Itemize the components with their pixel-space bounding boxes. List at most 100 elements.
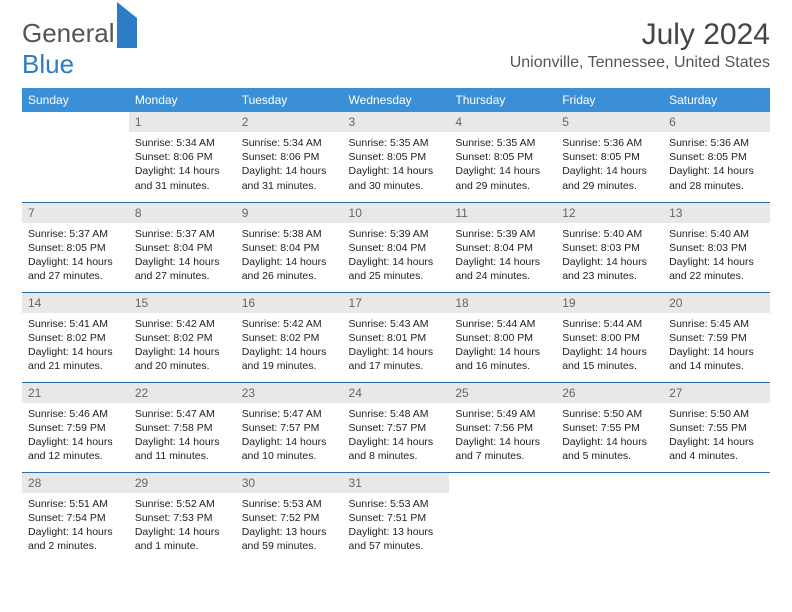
weekday-header: Wednesday xyxy=(343,88,450,112)
calendar-cell: 14Sunrise: 5:41 AMSunset: 8:02 PMDayligh… xyxy=(22,292,129,382)
calendar-cell xyxy=(449,472,556,562)
location: Unionville, Tennessee, United States xyxy=(510,54,770,72)
calendar-cell: 8Sunrise: 5:37 AMSunset: 8:04 PMDaylight… xyxy=(129,202,236,292)
calendar-cell: 6Sunrise: 5:36 AMSunset: 8:05 PMDaylight… xyxy=(663,112,770,202)
day-number: 20 xyxy=(663,293,770,313)
calendar-body: 1Sunrise: 5:34 AMSunset: 8:06 PMDaylight… xyxy=(22,112,770,562)
calendar-cell: 28Sunrise: 5:51 AMSunset: 7:54 PMDayligh… xyxy=(22,472,129,562)
day-details: Sunrise: 5:38 AMSunset: 8:04 PMDaylight:… xyxy=(236,223,343,290)
day-number: 14 xyxy=(22,293,129,313)
day-details: Sunrise: 5:36 AMSunset: 8:05 PMDaylight:… xyxy=(663,132,770,199)
day-details: Sunrise: 5:39 AMSunset: 8:04 PMDaylight:… xyxy=(449,223,556,290)
day-number: 2 xyxy=(236,112,343,132)
day-number: 6 xyxy=(663,112,770,132)
day-number: 26 xyxy=(556,383,663,403)
calendar-cell: 26Sunrise: 5:50 AMSunset: 7:55 PMDayligh… xyxy=(556,382,663,472)
calendar-row: 1Sunrise: 5:34 AMSunset: 8:06 PMDaylight… xyxy=(22,112,770,202)
logo-triangle-icon xyxy=(117,2,137,48)
day-details: Sunrise: 5:37 AMSunset: 8:04 PMDaylight:… xyxy=(129,223,236,290)
day-number: 29 xyxy=(129,473,236,493)
calendar-cell: 27Sunrise: 5:50 AMSunset: 7:55 PMDayligh… xyxy=(663,382,770,472)
calendar-cell: 2Sunrise: 5:34 AMSunset: 8:06 PMDaylight… xyxy=(236,112,343,202)
day-details: Sunrise: 5:36 AMSunset: 8:05 PMDaylight:… xyxy=(556,132,663,199)
calendar-cell: 3Sunrise: 5:35 AMSunset: 8:05 PMDaylight… xyxy=(343,112,450,202)
calendar-cell: 19Sunrise: 5:44 AMSunset: 8:00 PMDayligh… xyxy=(556,292,663,382)
day-details: Sunrise: 5:40 AMSunset: 8:03 PMDaylight:… xyxy=(663,223,770,290)
day-details: Sunrise: 5:45 AMSunset: 7:59 PMDaylight:… xyxy=(663,313,770,380)
day-number: 22 xyxy=(129,383,236,403)
day-details: Sunrise: 5:42 AMSunset: 8:02 PMDaylight:… xyxy=(236,313,343,380)
day-details: Sunrise: 5:34 AMSunset: 8:06 PMDaylight:… xyxy=(236,132,343,199)
logo: General Blue xyxy=(22,18,137,80)
day-details: Sunrise: 5:41 AMSunset: 8:02 PMDaylight:… xyxy=(22,313,129,380)
day-number: 11 xyxy=(449,203,556,223)
day-details: Sunrise: 5:47 AMSunset: 7:58 PMDaylight:… xyxy=(129,403,236,470)
calendar-cell xyxy=(22,112,129,202)
calendar-cell: 30Sunrise: 5:53 AMSunset: 7:52 PMDayligh… xyxy=(236,472,343,562)
weekday-header: Saturday xyxy=(663,88,770,112)
weekday-header: Sunday xyxy=(22,88,129,112)
day-details: Sunrise: 5:49 AMSunset: 7:56 PMDaylight:… xyxy=(449,403,556,470)
weekday-header: Monday xyxy=(129,88,236,112)
day-number: 27 xyxy=(663,383,770,403)
day-number: 7 xyxy=(22,203,129,223)
calendar-cell xyxy=(556,472,663,562)
header: General Blue July 2024 Unionville, Tenne… xyxy=(22,18,770,80)
calendar-cell: 9Sunrise: 5:38 AMSunset: 8:04 PMDaylight… xyxy=(236,202,343,292)
day-details: Sunrise: 5:53 AMSunset: 7:52 PMDaylight:… xyxy=(236,493,343,560)
day-number: 4 xyxy=(449,112,556,132)
weekday-header: Tuesday xyxy=(236,88,343,112)
logo-text-2: Blue xyxy=(22,49,74,79)
calendar-cell: 31Sunrise: 5:53 AMSunset: 7:51 PMDayligh… xyxy=(343,472,450,562)
day-number: 24 xyxy=(343,383,450,403)
day-number: 21 xyxy=(22,383,129,403)
calendar-row: 28Sunrise: 5:51 AMSunset: 7:54 PMDayligh… xyxy=(22,472,770,562)
calendar-row: 21Sunrise: 5:46 AMSunset: 7:59 PMDayligh… xyxy=(22,382,770,472)
calendar-cell: 7Sunrise: 5:37 AMSunset: 8:05 PMDaylight… xyxy=(22,202,129,292)
day-details: Sunrise: 5:51 AMSunset: 7:54 PMDaylight:… xyxy=(22,493,129,560)
calendar-cell: 22Sunrise: 5:47 AMSunset: 7:58 PMDayligh… xyxy=(129,382,236,472)
day-number: 18 xyxy=(449,293,556,313)
calendar-cell: 20Sunrise: 5:45 AMSunset: 7:59 PMDayligh… xyxy=(663,292,770,382)
calendar-cell: 12Sunrise: 5:40 AMSunset: 8:03 PMDayligh… xyxy=(556,202,663,292)
weekday-header-row: SundayMondayTuesdayWednesdayThursdayFrid… xyxy=(22,88,770,112)
day-details: Sunrise: 5:34 AMSunset: 8:06 PMDaylight:… xyxy=(129,132,236,199)
day-number: 31 xyxy=(343,473,450,493)
day-details: Sunrise: 5:43 AMSunset: 8:01 PMDaylight:… xyxy=(343,313,450,380)
day-details: Sunrise: 5:42 AMSunset: 8:02 PMDaylight:… xyxy=(129,313,236,380)
weekday-header: Friday xyxy=(556,88,663,112)
day-details: Sunrise: 5:35 AMSunset: 8:05 PMDaylight:… xyxy=(343,132,450,199)
day-details: Sunrise: 5:52 AMSunset: 7:53 PMDaylight:… xyxy=(129,493,236,560)
day-details: Sunrise: 5:50 AMSunset: 7:55 PMDaylight:… xyxy=(556,403,663,470)
day-details: Sunrise: 5:40 AMSunset: 8:03 PMDaylight:… xyxy=(556,223,663,290)
title-block: July 2024 Unionville, Tennessee, United … xyxy=(510,18,770,72)
calendar-cell: 11Sunrise: 5:39 AMSunset: 8:04 PMDayligh… xyxy=(449,202,556,292)
day-number: 12 xyxy=(556,203,663,223)
calendar-cell: 10Sunrise: 5:39 AMSunset: 8:04 PMDayligh… xyxy=(343,202,450,292)
day-number: 5 xyxy=(556,112,663,132)
day-details: Sunrise: 5:44 AMSunset: 8:00 PMDaylight:… xyxy=(556,313,663,380)
day-number: 9 xyxy=(236,203,343,223)
calendar-cell: 1Sunrise: 5:34 AMSunset: 8:06 PMDaylight… xyxy=(129,112,236,202)
calendar-cell: 15Sunrise: 5:42 AMSunset: 8:02 PMDayligh… xyxy=(129,292,236,382)
calendar-cell: 18Sunrise: 5:44 AMSunset: 8:00 PMDayligh… xyxy=(449,292,556,382)
day-number: 3 xyxy=(343,112,450,132)
calendar-cell xyxy=(663,472,770,562)
day-number: 30 xyxy=(236,473,343,493)
calendar-cell: 25Sunrise: 5:49 AMSunset: 7:56 PMDayligh… xyxy=(449,382,556,472)
day-number: 16 xyxy=(236,293,343,313)
day-details: Sunrise: 5:48 AMSunset: 7:57 PMDaylight:… xyxy=(343,403,450,470)
calendar-cell: 17Sunrise: 5:43 AMSunset: 8:01 PMDayligh… xyxy=(343,292,450,382)
calendar-cell: 21Sunrise: 5:46 AMSunset: 7:59 PMDayligh… xyxy=(22,382,129,472)
day-details: Sunrise: 5:46 AMSunset: 7:59 PMDaylight:… xyxy=(22,403,129,470)
day-details: Sunrise: 5:39 AMSunset: 8:04 PMDaylight:… xyxy=(343,223,450,290)
weekday-header: Thursday xyxy=(449,88,556,112)
calendar-cell: 23Sunrise: 5:47 AMSunset: 7:57 PMDayligh… xyxy=(236,382,343,472)
day-number: 1 xyxy=(129,112,236,132)
day-number: 17 xyxy=(343,293,450,313)
calendar-cell: 24Sunrise: 5:48 AMSunset: 7:57 PMDayligh… xyxy=(343,382,450,472)
calendar-cell: 29Sunrise: 5:52 AMSunset: 7:53 PMDayligh… xyxy=(129,472,236,562)
month-title: July 2024 xyxy=(510,18,770,52)
day-details: Sunrise: 5:37 AMSunset: 8:05 PMDaylight:… xyxy=(22,223,129,290)
day-number: 15 xyxy=(129,293,236,313)
